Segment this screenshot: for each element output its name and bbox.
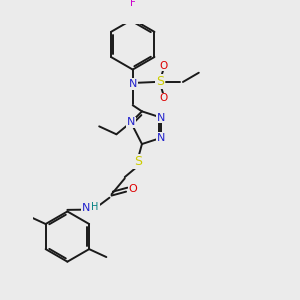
- Text: N: N: [128, 79, 137, 89]
- Text: S: S: [134, 155, 142, 168]
- Text: O: O: [160, 93, 168, 103]
- Text: N: N: [157, 112, 165, 123]
- Text: N: N: [82, 203, 90, 213]
- Text: S: S: [157, 76, 164, 88]
- Text: F: F: [130, 0, 136, 8]
- Text: N: N: [157, 133, 165, 143]
- Text: H: H: [92, 202, 99, 212]
- Text: O: O: [129, 184, 138, 194]
- Text: O: O: [160, 61, 168, 70]
- Text: N: N: [127, 117, 135, 128]
